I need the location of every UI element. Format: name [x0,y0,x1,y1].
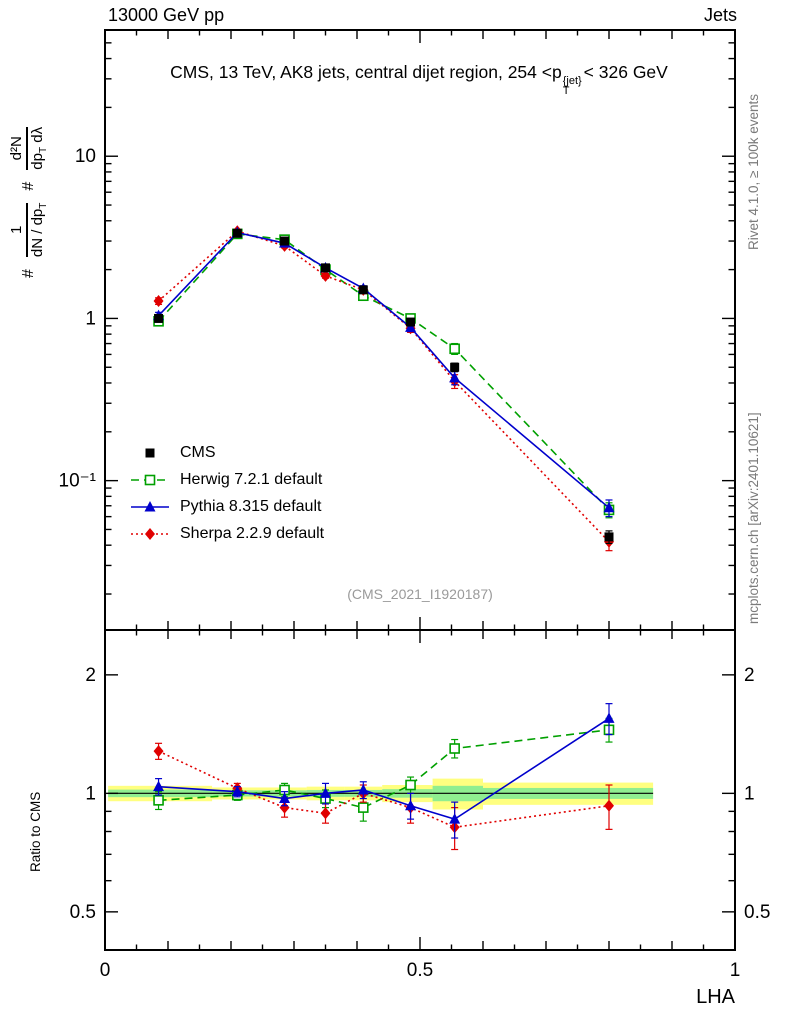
ratio-y-tick-label-right: 1 [744,783,755,804]
ratio-y-tick-label: 0.5 [70,902,96,923]
marker-square-filled [358,285,368,295]
marker-diamond [320,807,331,820]
marker-square-open [405,779,416,791]
main-y-tick-label: 10 [75,146,96,167]
legend-label: Sherpa 2.2.9 default [180,525,325,542]
ratio-y-tick-label-right: 2 [744,665,755,686]
marker-square-open [153,795,164,806]
fraction-bar [26,202,28,258]
marker-diamond [153,745,164,758]
ylabel-frac2-denominator: dpT dλ [29,127,50,170]
ylabel-fraction-1: 1 dN / dpT [8,202,50,258]
ylabel-hash-2: # [19,181,37,191]
marker-square-filled [232,228,242,238]
marker-square-open [449,743,460,754]
marker-triangle [357,783,369,795]
marker-diamond [145,528,155,540]
main-y-tick-label: 10⁻¹ [59,471,97,492]
beam-energy-label: 13000 GeV pp [108,5,225,25]
ylabel-frac1-den-sub: T [37,202,49,209]
ylabel-frac1-numerator: 1 [8,225,25,235]
marker-triangle [449,371,461,383]
rivet-version-note: Rivet 4.1.0, ≥ 100k events [746,94,761,250]
mcplots-attribution-note: mcplots.cern.ch [arXiv:2401.10621] [746,412,761,624]
legend-item: Sherpa 2.2.9 default [130,525,324,543]
analysis-id-watermark: (CMS_2021_I1920187) [347,586,493,602]
ratio-y-tick-label: 1 [85,783,96,804]
marker-triangle [231,785,243,797]
legend-item: Herwig 7.2.1 default [130,471,324,489]
ylabel-fraction-2: d²N dpT dλ [8,126,50,170]
ratio-y-tick-label-right: 0.5 [744,902,770,923]
series-line [158,230,610,543]
ylabel-frac1-den-text: dN / dp [28,208,46,258]
ylabel-frac2-den-sub: T [37,146,49,154]
marker-triangle [320,787,331,798]
series-line [158,750,610,829]
marker-square-filled [280,236,290,246]
marker-square-filled [145,448,155,458]
legend-item: Pythia 8.315 default [130,498,324,516]
marker-square-filled [406,317,416,327]
marker-triangle [449,813,461,824]
fraction-bar [26,126,28,170]
legend: CMS Herwig 7.2.1 default Pythia 8.315 defa… [130,444,324,543]
ylabel-frac2-numerator: d²N [8,136,25,161]
marker-triangle [279,792,291,804]
marker-square-open [357,802,369,813]
legend-label: CMS [180,444,216,461]
x-axis-label: LHA [696,986,735,1008]
square-open-icon [131,474,169,486]
title-pt-supsub: {jet} T [562,75,582,97]
main-y-tick-label: 1 [85,308,96,329]
x-tick-label: 0.5 [407,960,433,981]
title-superscript: {jet} [562,75,582,87]
ratio-y-axis-label: Ratio to CMS [28,791,43,872]
title-subscript: T [562,85,570,97]
x-tick-label: 0 [100,960,111,981]
plot-title: CMS, 13 TeV, AK8 jets, central dijet reg… [95,62,743,97]
marker-square-filled [450,362,460,372]
marker-triangle [144,501,156,512]
legend-label: Herwig 7.2.1 default [180,471,323,488]
marker-triangle [603,501,615,513]
square-filled-icon [145,448,155,458]
triangle-filled-icon [131,501,169,512]
marker-diamond [320,269,331,282]
ylabel-frac1-denominator: dN / dpT [29,203,50,257]
marker-square-filled [604,532,614,542]
ylabel-frac2-den-text: dp [28,153,46,170]
marker-square-filled [154,313,164,323]
analysis-group-label: Jets [703,5,737,25]
marker-square-open [449,343,460,355]
diamond-filled-icon [131,528,169,540]
marker-triangle [405,799,417,811]
marker-triangle [405,321,417,332]
marker-triangle [603,712,615,723]
marker-diamond [604,799,614,812]
x-tick-label: 1 [730,960,741,981]
series-line [157,231,610,509]
legend-item: CMS [130,444,324,462]
ylabel-hash-1: # [19,269,37,278]
ylabel-frac2-den-text2: dλ [28,126,46,147]
title-pre: CMS, 13 TeV, AK8 jets, central dijet reg… [170,62,562,82]
main-y-axis-label: # 1 dN / dpT # d²N dpT dλ [8,126,50,278]
marker-square-open [144,474,156,486]
marker-diamond [153,295,164,308]
series-line [158,717,610,821]
title-post: < 326 GeV [583,62,668,82]
marker-diamond [279,801,290,814]
ratio-y-tick-label: 2 [85,665,96,686]
marker-square-filled [321,263,330,273]
marker-triangle [153,780,165,792]
legend-label: Pythia 8.315 default [180,498,322,515]
